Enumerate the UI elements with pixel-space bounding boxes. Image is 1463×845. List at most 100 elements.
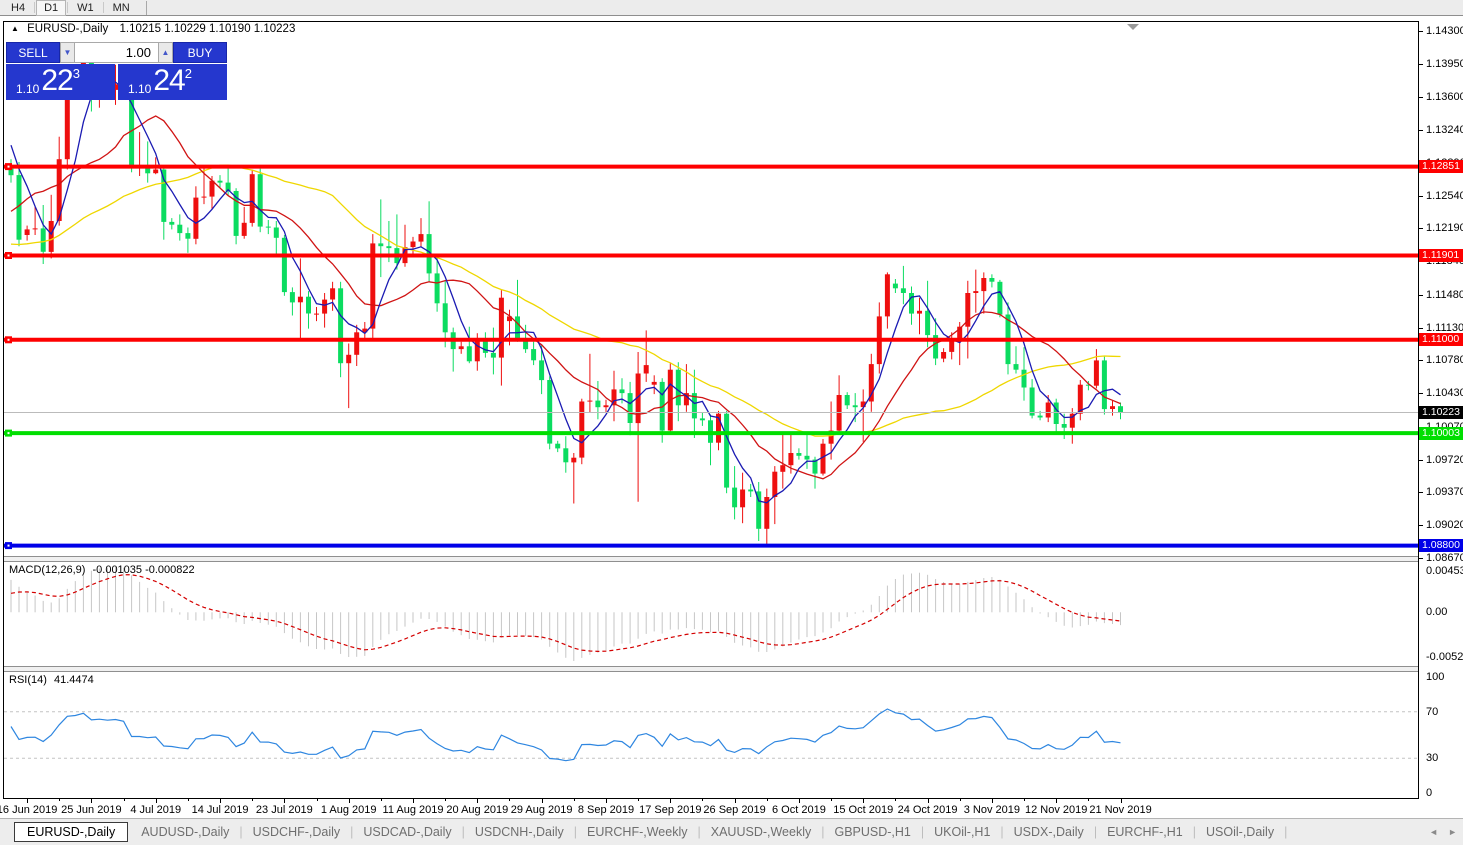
buy-price-button[interactable]: 1.10 24 2 xyxy=(118,64,227,100)
date-axis-minor-tick xyxy=(831,799,833,801)
one-click-collapse-icon[interactable]: ▲ xyxy=(11,24,19,33)
date-label: 24 Oct 2019 xyxy=(897,804,958,816)
chart-tab-audusddaily[interactable]: AUDUSD-,Daily xyxy=(141,825,230,839)
tab-separator: | xyxy=(1284,825,1288,839)
period-button-w1[interactable]: W1 xyxy=(77,1,94,14)
price-tick-label: 1.12190 xyxy=(1426,222,1463,235)
macd-scale-label: 0.004536 xyxy=(1426,565,1463,577)
buy-price-base: 1.10 xyxy=(128,82,152,96)
period-button-mn[interactable]: MN xyxy=(112,1,130,14)
date-label: 17 Sep 2019 xyxy=(639,804,702,816)
chart-tab-gbpusdh1[interactable]: GBPUSD-,H1 xyxy=(834,825,911,839)
price-tick-label: 1.13240 xyxy=(1426,124,1463,137)
price-tick-label: 1.11480 xyxy=(1426,288,1463,301)
date-axis-tick xyxy=(1056,799,1058,803)
rsi-value: 41.4474 xyxy=(53,674,94,686)
period-button-d1[interactable]: D1 xyxy=(36,0,67,16)
rsi-scale-label: 30 xyxy=(1426,752,1439,765)
date-label: 29 Aug 2019 xyxy=(510,804,573,816)
price-tick-label: 1.14300 xyxy=(1426,25,1463,37)
tab-scroll-left-icon[interactable]: ◄ xyxy=(1429,827,1439,837)
chart-tab-usdxdaily[interactable]: USDX-,Daily xyxy=(1013,825,1084,839)
sell-price-button[interactable]: 1.10 22 3 xyxy=(6,64,115,100)
date-label: 3 Nov 2019 xyxy=(963,804,1021,816)
lot-decrease-button[interactable]: ▼ xyxy=(60,42,75,63)
date-axis-tick xyxy=(927,799,929,803)
date-axis-tick xyxy=(27,799,29,803)
price-axis[interactable]: 0.004536 0.00 -0.005205 100 70 30 0 1.14300 1.13… xyxy=(1419,21,1463,799)
date-label: 21 Nov 2019 xyxy=(1089,804,1152,816)
price-level-badge: 1.08800 xyxy=(1419,539,1463,553)
tab-separator: | xyxy=(821,825,825,839)
chart-tab-usdcnhdaily[interactable]: USDCNH-,Daily xyxy=(474,825,564,839)
date-axis-tick xyxy=(1120,799,1122,803)
date-axis-tick xyxy=(863,799,865,803)
macd-values: -0.001035 -0.000822 xyxy=(92,564,195,576)
date-axis-tick xyxy=(798,799,800,803)
lot-size-input[interactable] xyxy=(75,42,158,63)
period-button-h4[interactable]: H4 xyxy=(11,1,26,14)
panel-splitter-rsi[interactable] xyxy=(4,666,1418,672)
chart-tab-usdchfdaily[interactable]: USDCHF-,Daily xyxy=(252,825,341,839)
date-axis-tick xyxy=(734,799,736,803)
chart-tab-ukoilh1[interactable]: UKOil-,H1 xyxy=(934,825,991,839)
chart-window xyxy=(3,21,1419,799)
period-toolbar: H4 D1 W1 MN xyxy=(0,0,1463,16)
toolbar-separator xyxy=(34,2,36,13)
price-tick-label: 1.13600 xyxy=(1426,90,1463,103)
rsi-scale-label: 0 xyxy=(1426,787,1433,799)
date-axis-minor-tick xyxy=(252,799,254,801)
chart-tab-xauusdweekly[interactable]: XAUUSD-,Weekly xyxy=(710,825,812,839)
date-axis-tick xyxy=(155,799,157,803)
date-label: 1 Aug 2019 xyxy=(320,804,377,816)
chart-tab-usdcaddaily[interactable]: USDCAD-,Daily xyxy=(363,825,452,839)
tab-separator: | xyxy=(1000,825,1004,839)
date-axis-minor-tick xyxy=(638,799,640,801)
date-label: 23 Jul 2019 xyxy=(255,804,313,816)
date-axis-tick xyxy=(541,799,543,803)
date-axis-minor-tick xyxy=(1024,799,1026,801)
price-tick-label: 1.12540 xyxy=(1426,189,1463,202)
date-label: 4 Jul 2019 xyxy=(130,804,182,816)
ohlc-quote-line: 1.10215 1.10229 1.10190 1.10223 xyxy=(119,23,296,35)
buy-button[interactable]: BUY xyxy=(173,42,227,63)
date-axis-minor-tick xyxy=(895,799,897,801)
panel-splitter-macd[interactable] xyxy=(4,556,1418,562)
chart-tab-usoildaily[interactable]: USOil-,Daily xyxy=(1206,825,1275,839)
rsi-panel-canvas[interactable] xyxy=(4,672,1418,798)
date-axis-tick xyxy=(605,799,607,803)
buy-price-point: 2 xyxy=(184,66,192,81)
date-axis-tick xyxy=(220,799,222,803)
date-axis-tick xyxy=(91,799,93,803)
date-axis-minor-tick xyxy=(187,799,189,801)
date-axis-minor-tick xyxy=(316,799,318,801)
chart-tab-eurchfweekly[interactable]: EURCHF-,Weekly xyxy=(587,825,688,839)
lot-increase-button[interactable]: ▲ xyxy=(158,42,173,63)
rsi-scale-label: 100 xyxy=(1426,671,1445,683)
buy-price-pips: 24 xyxy=(153,64,185,97)
macd-label: MACD(12,26,9) -0.001035 -0.000822 xyxy=(9,564,195,576)
macd-panel-canvas[interactable] xyxy=(4,562,1418,666)
rsi-name: RSI(14) xyxy=(9,674,47,686)
date-axis-minor-tick xyxy=(445,799,447,801)
date-axis[interactable]: 16 Jun 2019 25 Jun 2019 4 Jul 2019 14 Jul 2… xyxy=(0,799,1419,817)
tab-scroll-right-icon[interactable]: ► xyxy=(1448,827,1457,837)
chart-tab-eurchfh1[interactable]: EURCHF-,H1 xyxy=(1107,825,1183,839)
tab-separator: | xyxy=(573,825,578,839)
date-axis-minor-tick xyxy=(380,799,382,801)
sell-price-base: 1.10 xyxy=(16,82,40,96)
chart-shift-marker xyxy=(1127,24,1139,30)
date-axis-tick xyxy=(413,799,414,803)
date-label: 12 Nov 2019 xyxy=(1024,804,1088,816)
price-tick-label: 1.13950 xyxy=(1426,57,1463,70)
date-axis-minor-tick xyxy=(509,799,511,801)
price-chart-canvas[interactable] xyxy=(4,22,1418,556)
macd-scale-label: -0.005205 xyxy=(1426,651,1463,663)
sell-button[interactable]: SELL xyxy=(6,42,60,63)
tab-separator: | xyxy=(1093,825,1098,839)
price-level-badge: 1.12851 xyxy=(1419,160,1463,174)
chart-tab-eurusddaily[interactable]: EURUSD-,Daily xyxy=(14,822,129,842)
chart-title: ▲ EURUSD-,Daily 1.10215 1.10229 1.10190 … xyxy=(11,23,295,35)
price-level-badge: 1.11000 xyxy=(1419,333,1463,347)
chart-tab-bar: EURUSD-,Daily AUDUSD-,Daily | USDCHF-,Daily… xyxy=(0,818,1463,845)
